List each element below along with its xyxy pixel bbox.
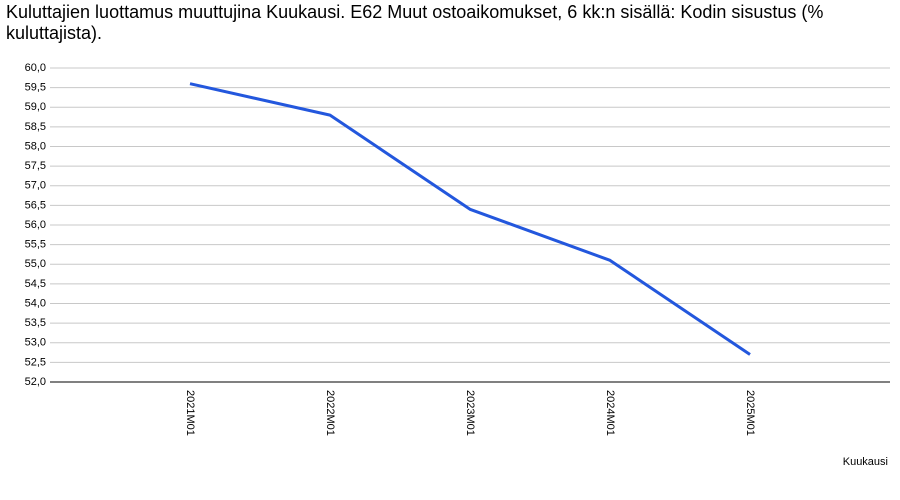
y-tick-label: 57,0	[25, 180, 46, 192]
y-tick-label: 59,0	[25, 101, 46, 113]
y-tick-label: 55,5	[25, 239, 46, 251]
y-tick-label: 60,0	[25, 62, 46, 74]
y-tick-label: 56,0	[25, 219, 46, 231]
y-tick-label: 55,0	[25, 258, 46, 270]
y-tick-label: 52,0	[25, 376, 46, 388]
y-tick-label: 52,5	[25, 356, 46, 368]
y-tick-label: 58,0	[25, 140, 46, 152]
y-tick-label: 58,5	[25, 121, 46, 133]
x-tick-label: 2024M01	[604, 390, 616, 436]
y-tick-label: 59,5	[25, 82, 46, 94]
chart-title: Kuluttajien luottamus muuttujina Kuukaus…	[6, 2, 824, 43]
y-tick-label: 54,5	[25, 278, 46, 290]
y-tick-label: 53,0	[25, 337, 46, 349]
y-tick-label: 53,5	[25, 317, 46, 329]
x-tick-label: 2023M01	[464, 390, 476, 436]
y-tick-label: 56,5	[25, 199, 46, 211]
x-axis-label: Kuukausi	[843, 456, 888, 468]
x-tick-label: 2025M01	[744, 390, 756, 436]
data-line	[189, 82, 751, 356]
y-tick-label: 57,5	[25, 160, 46, 172]
x-tick-label: 2021M01	[184, 390, 196, 436]
y-tick-label: 54,0	[25, 297, 46, 309]
x-tick-label: 2022M01	[324, 390, 336, 436]
